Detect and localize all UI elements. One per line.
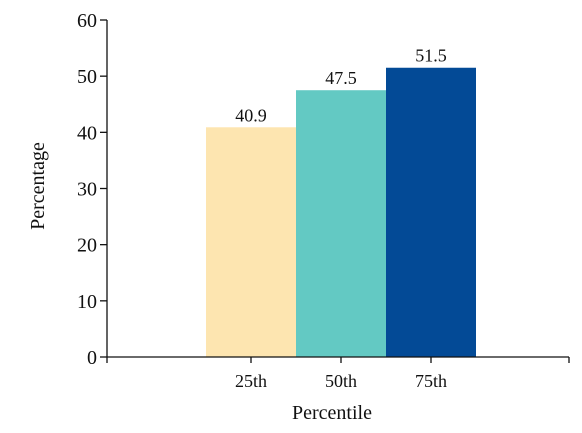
y-tick-label: 10	[77, 291, 97, 313]
axes-layer	[100, 19, 570, 363]
y-tick-label: 0	[87, 347, 97, 369]
data-label: 51.5	[415, 46, 447, 66]
bars-layer	[206, 67, 476, 357]
bar-50th	[296, 90, 386, 357]
y-tick-label: 40	[77, 122, 97, 144]
bar-75th	[386, 67, 476, 357]
bar-25th	[206, 127, 296, 357]
x-tick-label: 75th	[415, 371, 447, 391]
labels-layer: 0 10 20 30 40 50 60 25th 50th 75th 40.9 47.5 51.5	[77, 10, 447, 391]
y-tick-label: 30	[77, 179, 97, 201]
data-label: 47.5	[325, 68, 357, 88]
y-tick-label: 50	[77, 66, 97, 88]
y-axis-title: Percentage	[27, 142, 49, 230]
data-label: 40.9	[235, 105, 267, 125]
y-tick-label: 60	[77, 10, 97, 32]
x-axis-title: Percentile	[292, 402, 372, 424]
x-tick-label: 25th	[235, 371, 267, 391]
x-tick-label: 50th	[325, 371, 357, 391]
y-tick-label: 20	[77, 235, 97, 257]
